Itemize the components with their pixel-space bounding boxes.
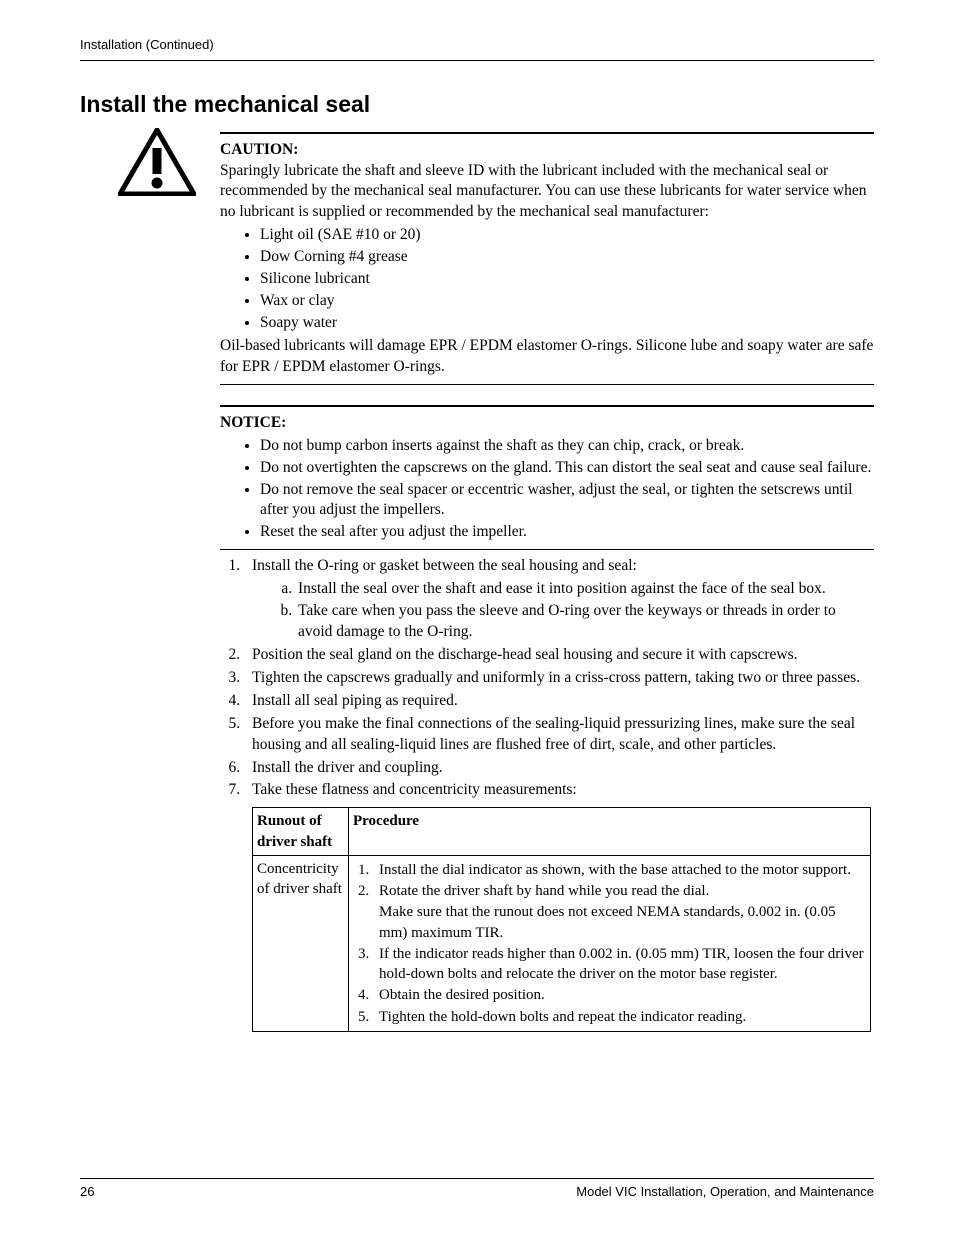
running-header: Installation (Continued) <box>80 36 874 54</box>
step-item: Before you make the final connections of… <box>244 714 874 756</box>
list-item: Do not overtighten the capscrews on the … <box>260 458 874 479</box>
list-item: Wax or clay <box>260 291 874 312</box>
list-item: Light oil (SAE #10 or 20) <box>260 225 874 246</box>
sub-step: Take care when you pass the sleeve and O… <box>296 601 874 643</box>
step-text: Install the O-ring or gasket between the… <box>252 557 637 574</box>
proc-step: Tighten the hold-down bolts and repeat t… <box>373 1007 866 1027</box>
caution-top-rule <box>220 132 874 134</box>
list-item: Do not remove the seal spacer or eccentr… <box>260 480 874 522</box>
step-item: Install the O-ring or gasket between the… <box>244 556 874 643</box>
caution-bottom-rule <box>220 384 874 385</box>
proc-step: Rotate the driver shaft by hand while yo… <box>373 881 866 901</box>
caution-icon <box>80 128 220 203</box>
header-rule <box>80 60 874 61</box>
section-title: Install the mechanical seal <box>80 89 874 120</box>
step-item: Install the driver and coupling. <box>244 758 874 779</box>
proc-note: Make sure that the runout does not excee… <box>353 902 866 943</box>
caution-tail: Oil-based lubricants will damage EPR / E… <box>220 336 874 378</box>
list-item: Reset the seal after you adjust the impe… <box>260 522 874 543</box>
list-item: Dow Corning #4 grease <box>260 247 874 268</box>
step-item: Take these flatness and concentricity me… <box>244 780 874 801</box>
runout-table: Runout of driver shaft Procedure Concent… <box>252 807 871 1032</box>
footer-title: Model VIC Installation, Operation, and M… <box>576 1183 874 1201</box>
step-item: Tighten the capscrews gradually and unif… <box>244 668 874 689</box>
proc-step: Obtain the desired position. <box>373 985 866 1005</box>
step-item: Position the seal gland on the discharge… <box>244 645 874 666</box>
caution-bullets: Light oil (SAE #10 or 20) Dow Corning #4… <box>220 225 874 334</box>
caution-label: CAUTION: <box>220 140 874 161</box>
table-header: Runout of driver shaft <box>253 808 349 856</box>
table-cell-procedure: Install the dial indicator as shown, wit… <box>349 855 871 1031</box>
caution-intro: Sparingly lubricate the shaft and sleeve… <box>220 161 874 224</box>
list-item: Do not bump carbon inserts against the s… <box>260 436 874 457</box>
table-cell-label: Concentricity of driver shaft <box>253 855 349 1031</box>
sub-steps: Install the seal over the shaft and ease… <box>252 579 874 643</box>
notice-top-rule <box>220 405 874 407</box>
sub-step: Install the seal over the shaft and ease… <box>296 579 874 600</box>
notice-bottom-rule <box>220 549 874 550</box>
list-item: Silicone lubricant <box>260 269 874 290</box>
footer-rule <box>80 1178 874 1179</box>
procedure-steps: Install the O-ring or gasket between the… <box>220 556 874 801</box>
proc-step: Install the dial indicator as shown, wit… <box>373 860 866 880</box>
table-header: Procedure <box>349 808 871 856</box>
notice-bullets: Do not bump carbon inserts against the s… <box>220 436 874 544</box>
list-item: Soapy water <box>260 313 874 334</box>
step-item: Install all seal piping as required. <box>244 691 874 712</box>
proc-step: If the indicator reads higher than 0.002… <box>373 944 866 985</box>
notice-label: NOTICE: <box>220 413 874 434</box>
page-number: 26 <box>80 1183 94 1201</box>
